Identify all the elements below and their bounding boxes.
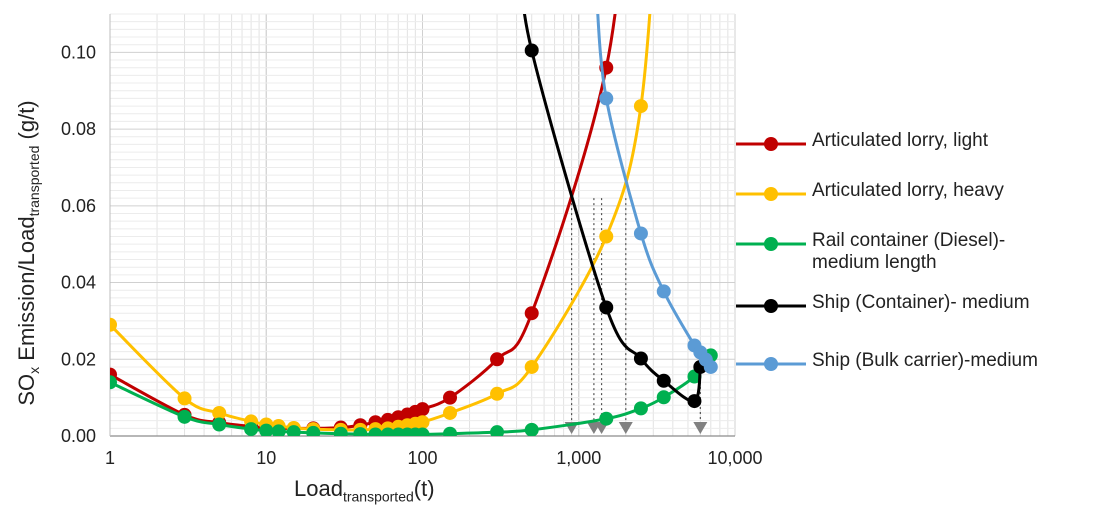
data-point <box>286 425 301 436</box>
data-point <box>524 422 539 436</box>
data-point <box>599 91 614 106</box>
x-tick-label: 10,000 <box>707 448 762 468</box>
series-lines <box>110 14 718 436</box>
data-point <box>703 359 718 374</box>
y-tick-label: 0.04 <box>61 273 96 293</box>
data-point <box>271 424 286 436</box>
data-point <box>490 425 505 436</box>
legend-item-ship-bulk-carrier: Ship (Bulk carrier)-medium <box>736 342 1096 392</box>
data-point <box>490 352 505 367</box>
grid-lines <box>109 13 736 437</box>
y-tick-label: 0.06 <box>61 196 96 216</box>
data-point <box>490 386 505 401</box>
x-axis-title: Loadtransported(t) <box>294 476 435 504</box>
legend-item-rail-container: Rail container (Diesel)- medium length <box>736 222 1096 284</box>
x-tick-label: 1 <box>105 448 115 468</box>
x-axis-title-main: Load <box>294 476 343 501</box>
legend-swatch-articulated-lorry-light <box>736 137 806 151</box>
data-point <box>415 427 430 436</box>
x-axis-title-sub: transported <box>342 488 414 505</box>
data-point <box>633 401 648 416</box>
y-tick-label: 0.10 <box>61 42 96 62</box>
data-point <box>633 99 648 114</box>
legend-item-articulated-lorry-heavy: Articulated lorry, heavy <box>736 172 1096 222</box>
legend-label-articulated-lorry-light: Articulated lorry, light <box>812 130 988 151</box>
data-point <box>333 426 348 436</box>
data-point <box>110 317 117 332</box>
y-axis-title-main: SO <box>13 373 39 406</box>
legend-item-articulated-lorry-light: Articulated lorry, light <box>736 122 1096 172</box>
data-point <box>415 402 430 417</box>
y-axis-title-mid: Emission/Load <box>13 216 39 367</box>
data-point <box>687 394 702 409</box>
data-point <box>656 373 671 388</box>
data-point <box>368 427 383 436</box>
x-axis-title-unit: (t) <box>413 476 435 501</box>
y-axis-title-sub1: x <box>26 366 43 374</box>
data-point <box>443 426 458 436</box>
data-point <box>599 300 614 315</box>
x-tick-label: 10 <box>256 448 276 468</box>
x-tick-label: 1,000 <box>556 448 601 468</box>
data-point <box>306 425 321 436</box>
data-point <box>656 284 671 299</box>
x-tick-label: 100 <box>407 448 437 468</box>
crossover-marker <box>693 422 708 434</box>
data-point <box>177 391 192 406</box>
y-axis-title-unit: (g/t) <box>13 100 39 146</box>
data-point <box>259 423 274 436</box>
y-axis-title: SOx Emission/Loadtransported (g/t) <box>14 100 42 405</box>
data-point <box>656 390 671 405</box>
crossover-marker <box>618 422 633 434</box>
data-point <box>177 409 192 424</box>
data-point <box>524 43 539 58</box>
y-axis-title-sub2: transported <box>26 145 43 217</box>
legend-swatch-ship-bulk-carrier <box>736 357 806 371</box>
data-point <box>443 405 458 420</box>
legend-label-ship-container: Ship (Container)- medium <box>812 292 1030 313</box>
data-point <box>524 359 539 374</box>
legend-swatch-ship-container <box>736 299 806 313</box>
data-point <box>415 415 430 430</box>
y-tick-label: 0.00 <box>61 426 96 446</box>
series-line <box>110 14 617 430</box>
data-point <box>599 411 614 426</box>
data-point <box>633 351 648 366</box>
legend-swatch-rail-container <box>736 237 806 251</box>
data-point <box>212 417 227 432</box>
data-point <box>633 226 648 241</box>
legend-item-ship-container: Ship (Container)- medium <box>736 284 1096 342</box>
chart-legend: Articulated lorry, light Articulated lor… <box>736 122 1096 392</box>
data-point <box>212 405 227 420</box>
legend-label-ship-bulk-carrier: Ship (Bulk carrier)-medium <box>812 350 1038 371</box>
legend-swatch-articulated-lorry-heavy <box>736 187 806 201</box>
data-point <box>110 375 117 390</box>
y-tick-label: 0.02 <box>61 349 96 369</box>
data-point <box>524 306 539 321</box>
legend-label-rail-container: Rail container (Diesel)- medium length <box>812 230 1006 273</box>
data-point <box>353 427 368 436</box>
data-point <box>443 390 458 405</box>
y-tick-label: 0.08 <box>61 119 96 139</box>
legend-label-articulated-lorry-heavy: Articulated lorry, heavy <box>812 180 1004 201</box>
data-point <box>599 229 614 244</box>
data-point <box>244 422 259 436</box>
